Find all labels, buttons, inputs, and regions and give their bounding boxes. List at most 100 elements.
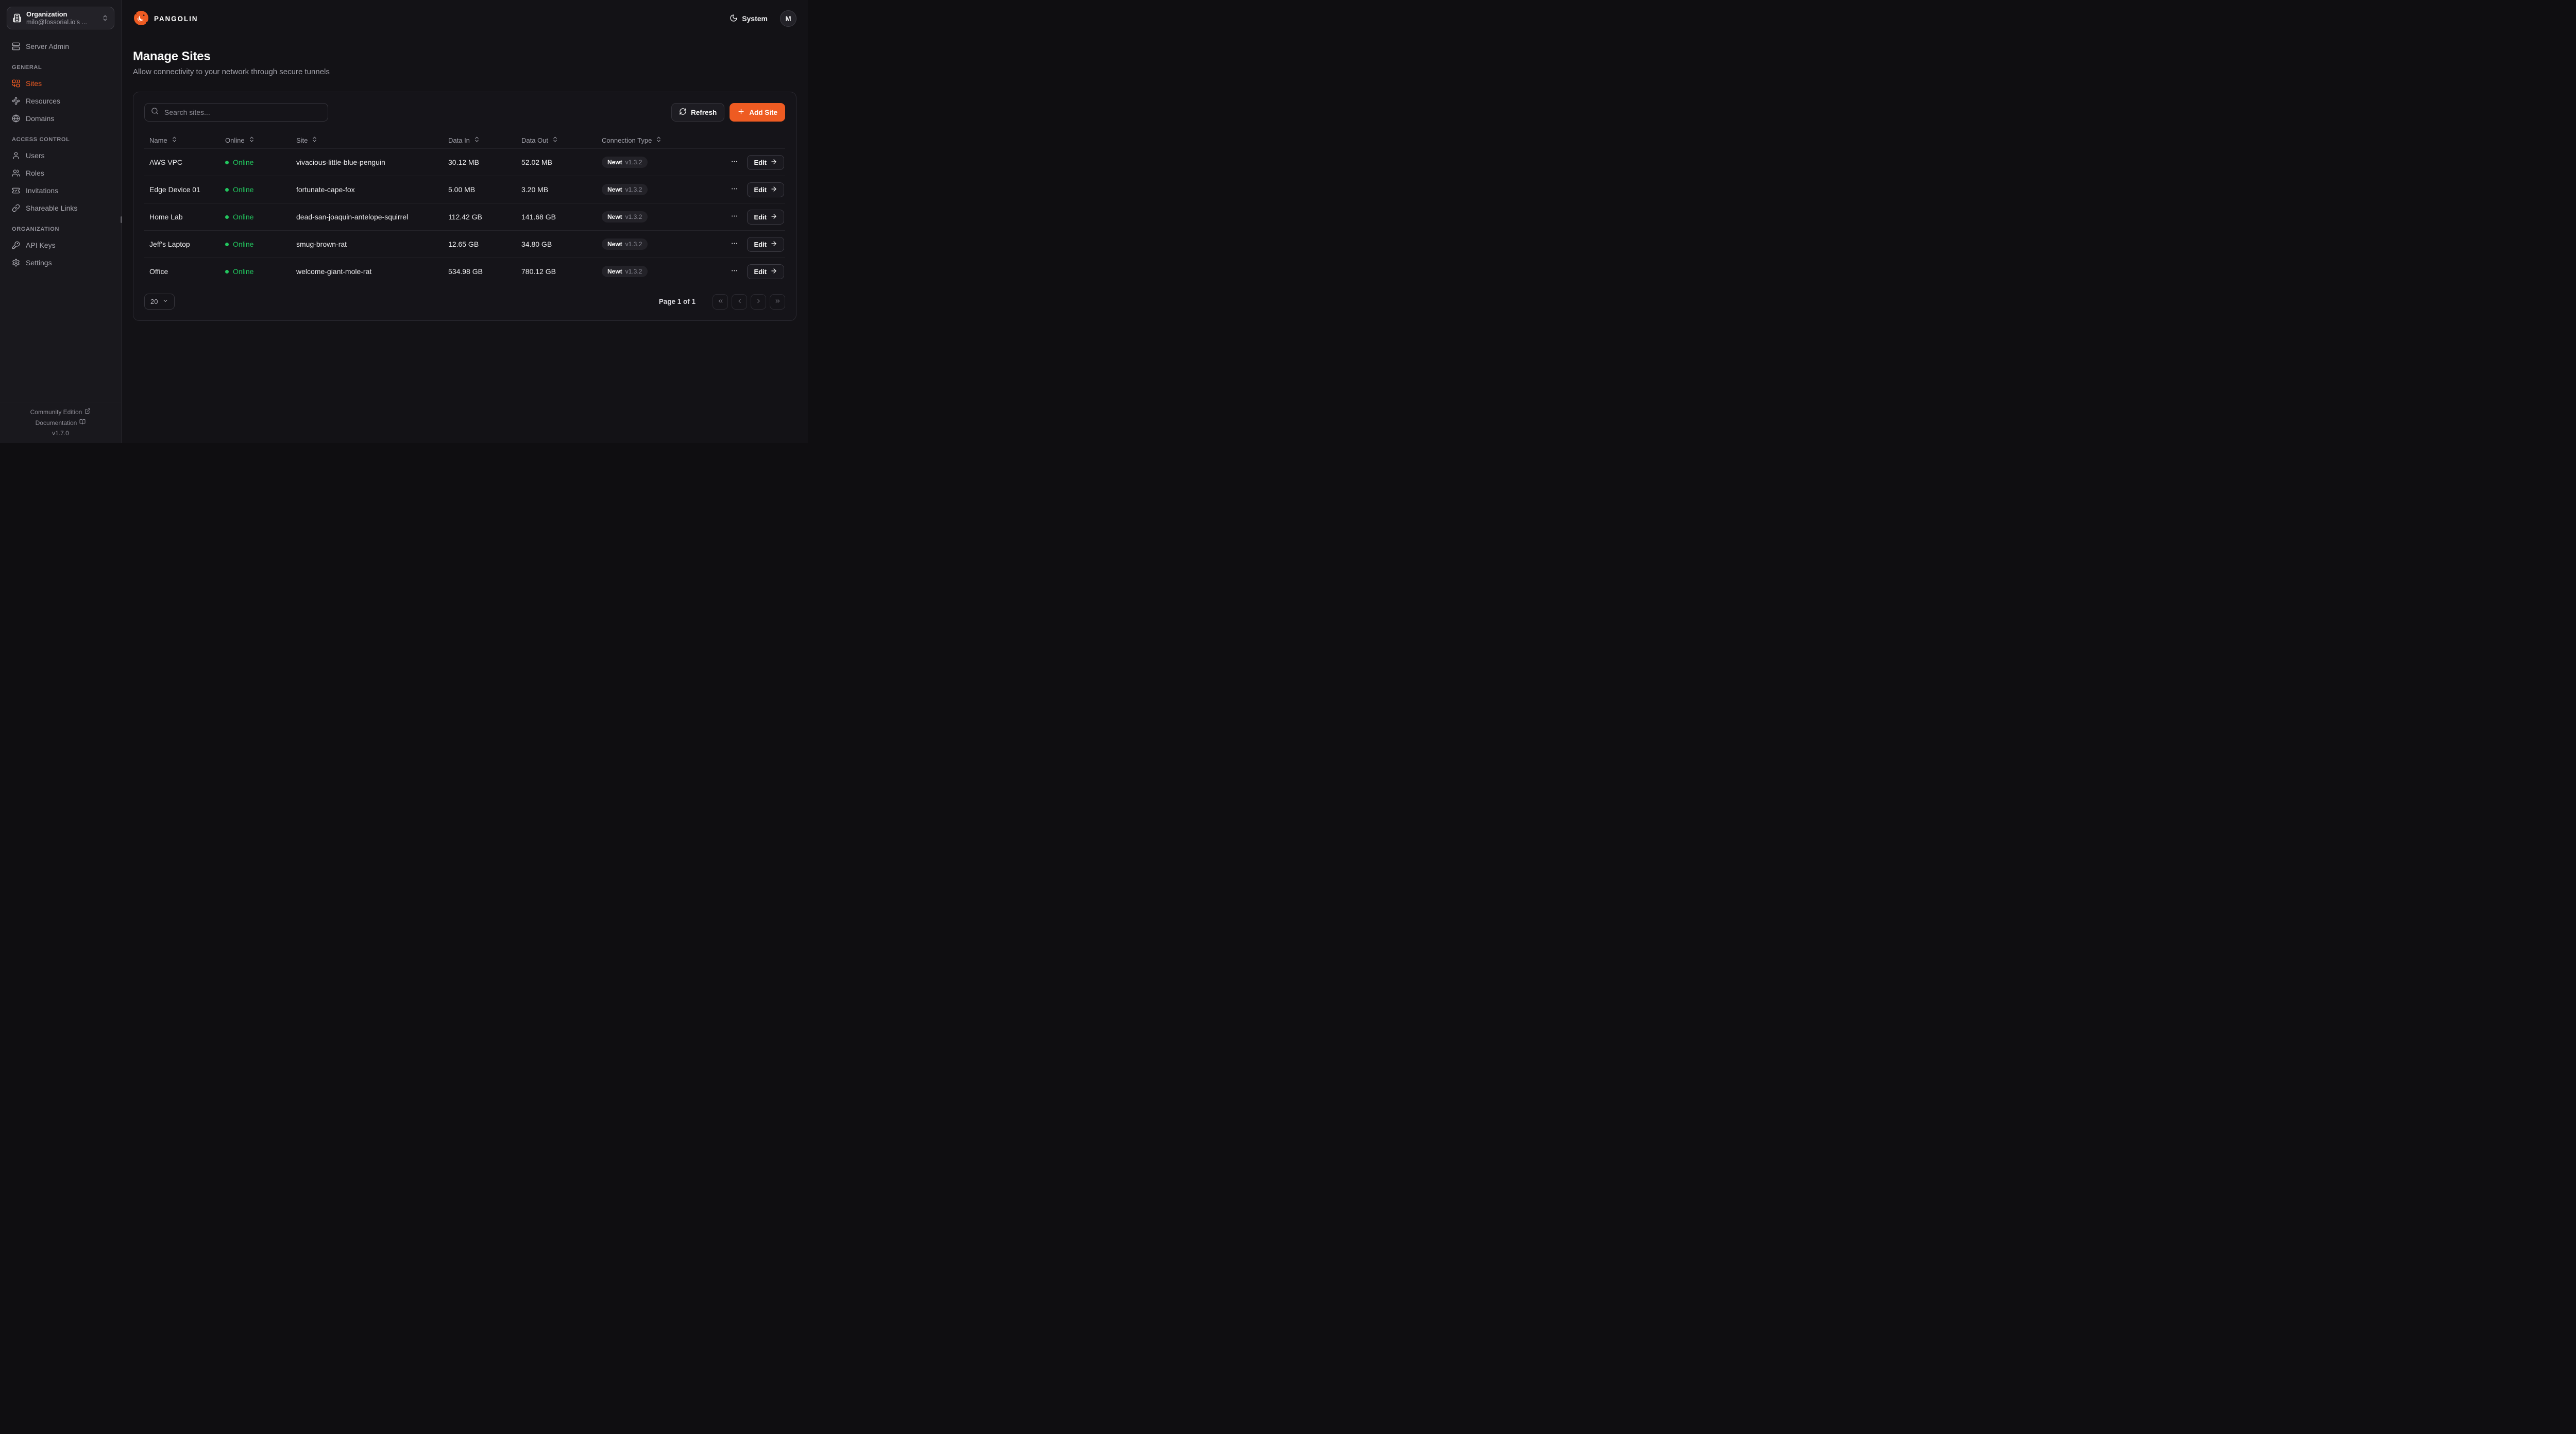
row-menu-button[interactable]	[728, 210, 740, 224]
connection-type-badge: Newt v1.3.2	[602, 238, 648, 250]
sidebar-item-label: Shareable Links	[26, 203, 78, 212]
row-menu-button[interactable]	[728, 156, 740, 169]
sort-icon	[171, 136, 178, 144]
ticket-check-icon	[12, 186, 20, 195]
avatar[interactable]: M	[780, 10, 796, 27]
sidebar-item-sites[interactable]: Sites	[7, 75, 114, 91]
data-out-value: 52.02 MB	[521, 158, 552, 166]
table-row: Edge Device 01 Online fortunate-cape-fox…	[144, 176, 785, 203]
link-icon	[12, 204, 20, 212]
first-page-button[interactable]	[713, 294, 728, 310]
ellipsis-icon	[731, 212, 738, 221]
theme-toggle[interactable]: System	[726, 13, 771, 24]
site-slug: fortunate-cape-fox	[296, 185, 355, 194]
sidebar-item-label: Settings	[26, 258, 52, 267]
sidebar-item-server-admin[interactable]: Server Admin	[7, 38, 114, 54]
sidebar-item-roles[interactable]: Roles	[7, 165, 114, 181]
page-size-select[interactable]: 20	[144, 294, 175, 310]
last-page-button[interactable]	[770, 294, 785, 310]
sidebar-scroll: Organization milo@fossorial.io's ... Ser…	[0, 0, 121, 402]
prev-page-button[interactable]	[732, 294, 747, 310]
column-header-site[interactable]: Site	[291, 136, 443, 144]
sidebar-item-settings[interactable]: Settings	[7, 254, 114, 270]
sidebar-resize-handle[interactable]	[121, 216, 122, 223]
settings-icon	[12, 259, 20, 267]
edit-button[interactable]: Edit	[747, 155, 784, 170]
next-page-button[interactable]	[751, 294, 766, 310]
data-in-value: 534.98 GB	[448, 267, 483, 276]
refresh-icon	[679, 108, 687, 117]
row-menu-button[interactable]	[728, 183, 740, 196]
table-row: AWS VPC Online vivacious-little-blue-pen…	[144, 148, 785, 176]
sidebar-item-label: Users	[26, 151, 45, 160]
section-label: ORGANIZATION	[12, 226, 60, 232]
add-site-button[interactable]: Add Site	[730, 103, 785, 122]
column-header-online[interactable]: Online	[220, 136, 291, 144]
globe-icon	[12, 114, 20, 123]
brand-name: PANGOLIN	[154, 14, 198, 23]
row-menu-button[interactable]	[728, 237, 740, 251]
external-link-icon	[84, 408, 91, 416]
online-dot	[225, 160, 229, 164]
sidebar-nav: Server Admin GENERAL Sites Resources Dom…	[7, 38, 114, 270]
row-menu-button[interactable]	[728, 265, 740, 278]
arrow-right-icon	[770, 158, 777, 167]
combine-icon	[12, 79, 20, 88]
sidebar-item-label: Roles	[26, 168, 44, 177]
moon-icon	[730, 14, 738, 24]
sidebar-item-users[interactable]: Users	[7, 147, 114, 163]
search-icon	[151, 107, 159, 117]
section-label: GENERAL	[12, 64, 42, 71]
table-header-row: Name Online Site Data In Data Out Connec…	[144, 132, 785, 148]
sidebar-section: GENERAL Sites Resources Domains	[7, 64, 114, 126]
page-header: Manage Sites Allow connectivity to your …	[133, 49, 796, 76]
search-input[interactable]	[163, 108, 321, 117]
sidebar-item-shareable-links[interactable]: Shareable Links	[7, 200, 114, 216]
column-header-connection-type[interactable]: Connection Type	[597, 136, 718, 144]
sidebar-item-resources[interactable]: Resources	[7, 93, 114, 109]
community-edition-link[interactable]: Community Edition	[30, 408, 91, 416]
page-info: Page 1 of 1	[658, 298, 696, 305]
online-dot	[225, 269, 229, 274]
table-row: Office Online welcome-giant-mole-rat 534…	[144, 258, 785, 285]
sidebar-item-domains[interactable]: Domains	[7, 110, 114, 126]
section-label: ACCESS CONTROL	[12, 136, 70, 143]
column-header-name[interactable]: Name	[144, 136, 220, 144]
refresh-button[interactable]: Refresh	[671, 103, 725, 122]
sidebar-item-api-keys[interactable]: API Keys	[7, 237, 114, 253]
ellipsis-icon	[731, 158, 738, 167]
edit-button[interactable]: Edit	[747, 264, 784, 279]
online-status: Online	[220, 185, 291, 194]
edit-button[interactable]: Edit	[747, 236, 784, 252]
site-name: Office	[149, 267, 168, 276]
sort-icon	[552, 136, 558, 144]
arrow-right-icon	[770, 240, 777, 249]
arrow-right-icon	[770, 267, 777, 276]
chevrons-up-down-icon	[101, 14, 109, 22]
column-header-data-out[interactable]: Data Out	[516, 136, 597, 144]
building-icon	[12, 13, 22, 23]
documentation-link[interactable]: Documentation	[36, 419, 86, 426]
sort-icon	[473, 136, 480, 144]
edit-button[interactable]: Edit	[747, 182, 784, 197]
sort-icon	[311, 136, 318, 144]
table-row: Home Lab Online dead-san-joaquin-antelop…	[144, 203, 785, 230]
sort-icon	[248, 136, 255, 144]
site-slug: smug-brown-rat	[296, 240, 347, 248]
org-picker[interactable]: Organization milo@fossorial.io's ...	[7, 7, 114, 29]
online-dot	[225, 187, 229, 192]
page-subtitle: Allow connectivity to your network throu…	[133, 67, 330, 76]
chevrons-left-icon	[717, 298, 724, 306]
book-open-icon	[79, 419, 86, 426]
sites-toolbar: Refresh Add Site	[133, 92, 796, 132]
online-dot	[225, 242, 229, 246]
site-slug: welcome-giant-mole-rat	[296, 267, 372, 276]
site-slug: vivacious-little-blue-penguin	[296, 158, 385, 166]
users-icon	[12, 169, 20, 177]
sidebar-item-invitations[interactable]: Invitations	[7, 182, 114, 198]
column-header-data-in[interactable]: Data In	[443, 136, 516, 144]
connection-type-badge: Newt v1.3.2	[602, 266, 648, 277]
plus-icon	[737, 108, 745, 117]
edit-button[interactable]: Edit	[747, 209, 784, 225]
chevron-down-icon	[162, 298, 168, 305]
